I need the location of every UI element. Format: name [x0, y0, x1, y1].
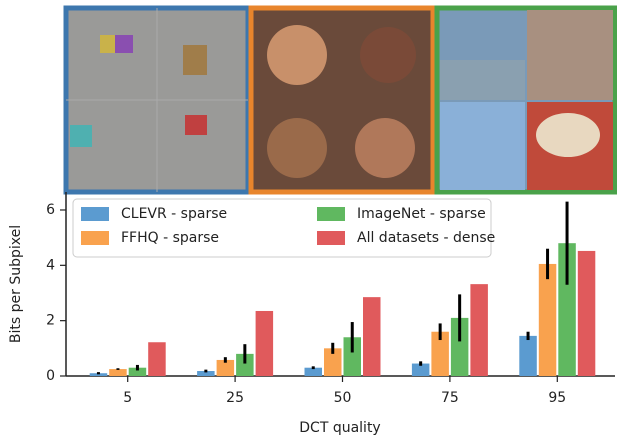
face: [267, 118, 327, 178]
y-tick-label: 4: [46, 257, 55, 273]
legend-label: CLEVR - sparse: [121, 206, 227, 222]
x-tick-label: 5: [123, 390, 132, 406]
x-tick-label: 50: [334, 390, 352, 406]
sea: [440, 60, 525, 100]
legend-box: [72, 198, 492, 258]
y-tick-label: 0: [46, 368, 55, 384]
face: [360, 27, 416, 83]
bar: [577, 250, 596, 376]
bar: [197, 371, 215, 376]
x-tick-label: 75: [441, 390, 459, 406]
bar: [431, 331, 449, 376]
bar: [216, 359, 235, 376]
shape: [115, 35, 133, 53]
bar: [148, 342, 166, 376]
photo: [527, 10, 613, 100]
x-tick-label: 25: [226, 390, 244, 406]
bar: [128, 367, 147, 376]
legend-swatch: [81, 207, 109, 221]
x-axis-label: DCT quality: [299, 420, 380, 436]
bar: [324, 348, 342, 376]
legend-label: All datasets - dense: [357, 230, 495, 246]
image-panels: [63, 5, 617, 195]
x-tick-label: 95: [548, 390, 566, 406]
legend-label: FFHQ - sparse: [121, 230, 219, 246]
face: [355, 118, 415, 178]
legend-label: ImageNet - sparse: [357, 206, 486, 222]
bar: [470, 284, 488, 376]
bar: [255, 310, 274, 376]
y-axis-label: Bits per Subpixel: [8, 225, 24, 343]
dog: [536, 113, 600, 157]
bar: [89, 373, 108, 376]
bar: [236, 353, 254, 376]
shape: [70, 125, 92, 147]
bar: [304, 367, 322, 376]
legend-swatch: [317, 207, 345, 221]
photo: [440, 102, 525, 190]
bar: [538, 263, 557, 376]
y-tick-label: 2: [46, 313, 55, 329]
bar: [343, 337, 361, 376]
shape: [183, 45, 207, 75]
bar: [363, 297, 381, 376]
y-tick-label: 6: [46, 202, 55, 218]
face: [267, 25, 327, 85]
bar: [519, 335, 537, 376]
bar: [558, 243, 576, 376]
legend-swatch: [317, 231, 345, 245]
shape: [185, 115, 207, 135]
legend-swatch: [81, 231, 109, 245]
bar: [450, 317, 469, 376]
bar: [109, 369, 127, 376]
shape: [100, 35, 118, 53]
bar: [411, 363, 430, 376]
